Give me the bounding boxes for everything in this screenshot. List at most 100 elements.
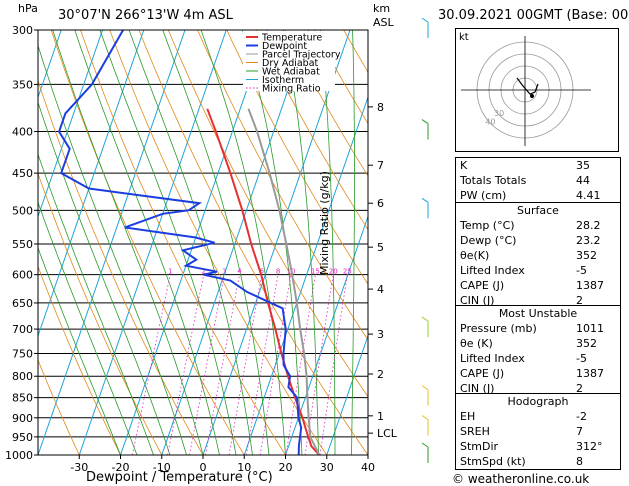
mixing-ratio-line [319,274,348,455]
wet-adiabat [38,44,187,455]
mixing-ratio-line [285,274,316,455]
surface-value: 1387 [576,279,604,292]
dry-adiabat [284,30,368,177]
mixing-ratio-axis-label: Mixing Ratio (g/kg) [318,171,331,275]
mixing-ratio-line [131,274,171,455]
temp-tick-label: -10 [153,461,171,474]
most_unstable-row: Lifted Index -5 [456,351,620,366]
km-tick-label: 6 [377,197,384,210]
wet-adiabat [283,30,319,455]
mixing-ratio-line [304,274,334,455]
dry-adiabat [138,30,368,455]
wet-adiabat [351,30,355,455]
most_unstable-value: 1011 [576,322,604,335]
most_unstable-row: CIN (J) 2 [456,381,620,396]
mixing-ratio-line [167,274,205,455]
wind-barb-flag [421,17,429,23]
km-label: km [373,2,391,15]
wind-barb-flag [421,385,429,391]
isotherm-line [243,95,368,455]
mixing-ratio-line [228,274,263,455]
hodograph_table-row: SREH 7 [456,424,620,439]
pressure-tick-label: 650 [12,297,33,310]
surface-value: 352 [576,249,597,262]
legend-label: Parcel Trajectory [262,50,341,61]
indices-label: K [460,159,468,172]
most_unstable-label: θe (K) [460,337,493,350]
surface-value: -5 [576,264,587,277]
pressure-tick-label: 1000 [5,449,33,462]
temp-tick-label: -20 [112,461,130,474]
surface-title: Surface [517,204,559,217]
wind-barb-flag [421,119,429,124]
dry-adiabat [197,30,368,341]
mixing-ratio-line [259,274,292,455]
isotherm-line [120,30,268,455]
legend-label: Temperature [261,33,322,44]
surface-row: Dewp (°C) 23.2 [456,233,620,248]
mixing-ratio-label: 15 [311,268,320,276]
indices-value: 4.41 [576,189,601,202]
mixing-ratio-label: 20 [329,268,338,276]
surface-value: 23.2 [576,234,601,247]
pressure-tick-label: 700 [12,323,33,336]
isotherm-line [161,30,310,455]
pressure-tick-label: 750 [12,347,33,360]
km-tick-label: 4 [377,283,384,296]
legend-label: Mixing Ratio [262,84,321,95]
hodograph-kt-label: kt [459,32,469,43]
copyright: © weatheronline.co.uk [452,472,590,486]
hodograph_table-row: EH -2 [456,409,620,424]
temp-tick-label: 20 [279,461,293,474]
location-title: 30°07'N 266°13'W 4m ASL [58,8,233,23]
wet-adiabat [38,153,154,455]
hodograph_table-row: StmDir 312° [456,439,620,454]
dry-adiabat [50,30,245,455]
wind-barb-flag [421,316,429,322]
wind-barb-flag [421,415,429,420]
surface-label: CAPE (J) [460,279,505,292]
most_unstable-value: 1387 [576,367,604,380]
surface-label: Lifted Index [460,264,525,277]
surface-box: Surface Temp (°C) 28.2 Dewp (°C) 23.2 θe(K) 3… [455,202,621,309]
hodograph-table-title: Hodograph [507,395,569,408]
hodograph-ring-label: 30 [494,109,504,118]
most_unstable-row: θe (K) 352 [456,336,620,351]
hodograph-table-box: Hodograph EH -2 SREH 7 StmDir 312° StmSpd (kt)… [455,393,621,470]
legend-label: Wet Adiabat [262,67,320,78]
hpa-label: hPa [18,2,38,15]
most_unstable-value: 352 [576,337,597,350]
mixing-ratio-line [189,274,225,455]
pressure-tick-label: 450 [12,167,33,180]
hodograph_table-value: -2 [576,410,587,423]
datetime-title: 30.09.2021 00GMT (Base: 00) [438,8,629,23]
indices-value: 44 [576,174,590,187]
mixing-ratio-label: 6 [260,268,265,276]
most-unstable-title: Most Unstable [498,307,578,320]
mixing-ratio-label: 8 [276,268,280,276]
most_unstable-row: Pressure (mb) 1011 [456,321,620,336]
storm-motion-marker [530,94,534,98]
surface-row: θe(K) 352 [456,248,620,263]
surface-row: Temp (°C) 28.2 [456,218,620,233]
temp-tick-label: 0 [200,461,207,474]
hodograph_table-row: StmSpd (kt) 8 [456,454,620,469]
pressure-tick-label: 950 [12,431,33,444]
dry-adiabat [38,359,80,455]
pressure-tick-label: 600 [12,269,33,282]
mixing-ratio-label: 25 [343,268,352,276]
surface-label: Temp (°C) [460,219,515,232]
x-axis-label: Dewpoint / Temperature (°C) [86,470,273,485]
km-tick-label: 5 [377,241,384,254]
hodograph_table-value: 312° [576,440,603,453]
mixing-ratio-label: 4 [237,268,242,276]
indices-row: Totals Totals 44 [456,173,620,188]
km-tick-label: 3 [377,328,384,341]
mixing-ratio-label: 1 [168,268,172,276]
most_unstable-label: CIN (J) [460,382,495,395]
pressure-tick-label: 300 [12,24,33,37]
surface-value: 28.2 [576,219,601,232]
wet-adiabat [38,246,121,455]
wet-adiabat [52,30,204,455]
asl-label: ASL [373,16,394,29]
